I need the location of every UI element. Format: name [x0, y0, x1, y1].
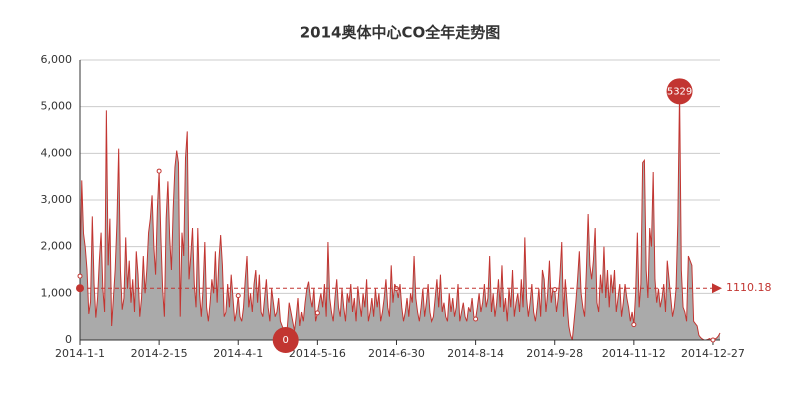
x-tick-label: 2014-4-1 [213, 347, 263, 360]
average-arrow [712, 283, 722, 294]
x-tick-label: 2014-5-16 [289, 347, 346, 360]
min-label: 0 [283, 335, 289, 346]
point [156, 168, 162, 174]
x-tick-label: 2014-2-15 [131, 347, 188, 360]
x-tick-label: 2014-11-12 [602, 347, 666, 360]
point [710, 337, 716, 343]
x-tick-label: 2014-6-30 [368, 347, 425, 360]
y-tick-label: 3,000 [41, 193, 73, 206]
point [235, 293, 241, 299]
y-tick-label: 0 [65, 333, 72, 346]
y-tick-label: 5,000 [41, 100, 73, 113]
y-tick-label: 4,000 [41, 146, 73, 159]
max-label: 5329 [667, 86, 692, 97]
point [631, 322, 637, 328]
x-tick-label: 2014-8-14 [447, 347, 504, 360]
average-start [76, 284, 84, 293]
point [552, 287, 558, 293]
average-label: 1110.18 [726, 281, 772, 294]
chart-title: 2014奥体中心CO全年走势图 [300, 24, 501, 42]
y-tick-label: 2,000 [41, 240, 73, 253]
point [473, 316, 479, 322]
y-tick-label: 6,000 [41, 53, 73, 66]
area [80, 91, 720, 341]
line [79, 91, 721, 341]
point [314, 310, 320, 316]
y-tick-label: 1,000 [41, 286, 73, 299]
min-marker [272, 327, 299, 353]
point [77, 273, 83, 279]
x-tick-label: 2014-9-28 [526, 347, 583, 360]
max-marker [666, 78, 693, 105]
x-tick-label: 2014-1-1 [55, 347, 105, 360]
x-tick-label: 2014-12-27 [681, 347, 745, 360]
